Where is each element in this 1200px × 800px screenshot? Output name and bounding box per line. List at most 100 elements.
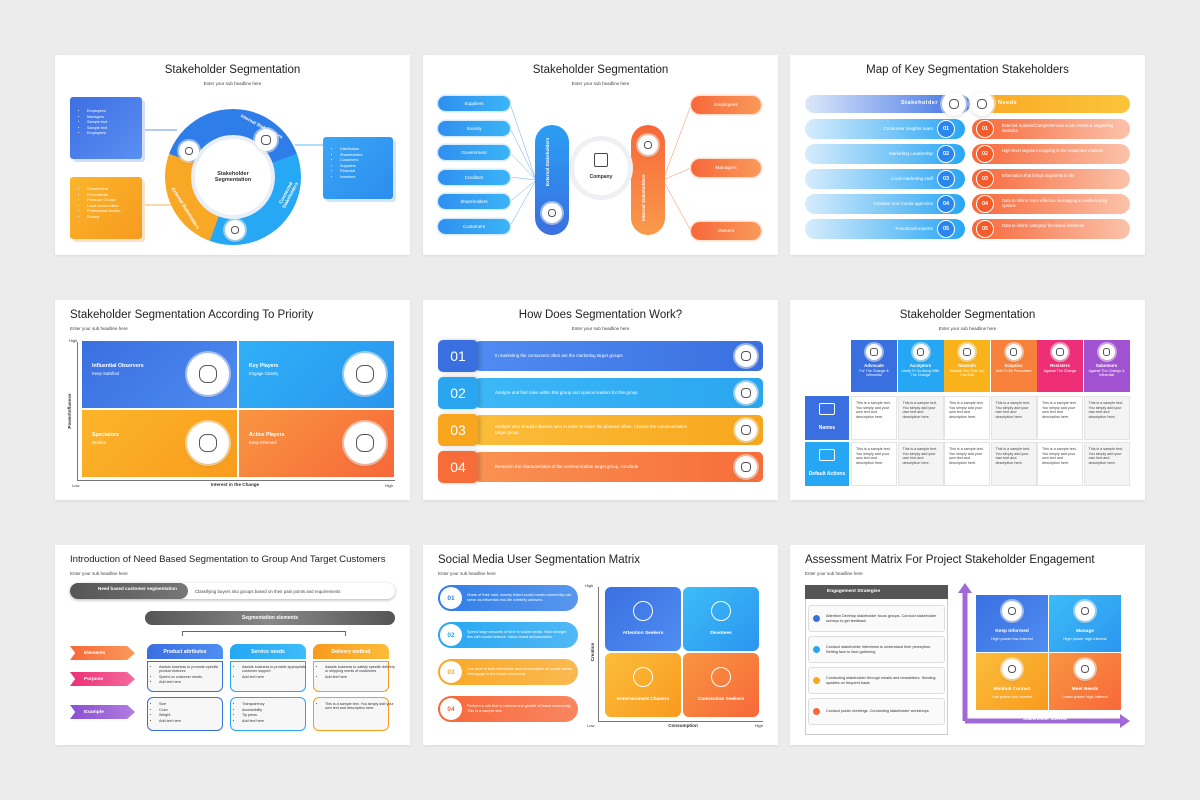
step-bar <box>475 415 763 445</box>
icon <box>959 344 975 360</box>
column-desc: Against The Change <box>1043 369 1077 373</box>
strategy-text: Conduct stakeholder interviews to unders… <box>826 644 932 654</box>
cell-list: Assists business to promote specific pro… <box>152 665 229 686</box>
icon <box>735 456 757 478</box>
quadrant-icon <box>711 601 731 621</box>
icon <box>735 382 757 404</box>
quadrant-desc: Keep Satisfied <box>92 371 120 376</box>
row-icon <box>819 449 835 461</box>
column-header: Saboteurs Against The Change & Influentia… <box>1083 340 1130 392</box>
quadrant-name: Keep Informed <box>995 629 1029 634</box>
slide-subtitle: Enter your sub headline here <box>70 326 128 331</box>
quadrant: Attention Seekers <box>605 587 681 651</box>
cell: TransparencyAccessibilityTip pressAdd te… <box>230 697 306 731</box>
row-arrow: Purpose <box>70 672 135 686</box>
row-number: 03 <box>976 170 994 188</box>
pill-label: External Stakeholders <box>545 137 550 187</box>
quadrant: Keep Informed High power low interest <box>976 595 1048 652</box>
info-box: DistributorsShareholdersCustomersSupplie… <box>323 137 393 199</box>
quadrant-desc: Keep Informed <box>249 440 277 445</box>
quadrant: Influential Observers Keep Satisfied <box>82 341 237 408</box>
quadrant-name: Active Players <box>249 432 285 438</box>
column-header: Acceptors Likely To Go Along With The Cha… <box>897 340 944 392</box>
stakeholder-list: Government Press/MediaPressure Groups Loca… <box>80 187 147 220</box>
step-text: Analyze who should influence who in orde… <box>495 424 688 435</box>
table-cell: This is a sample text. You simply add yo… <box>944 396 990 440</box>
icon <box>179 141 199 161</box>
icon <box>187 353 229 395</box>
column-header: Delivery method <box>313 644 389 659</box>
row-number: 04 <box>937 195 955 213</box>
quadrant-desc: Engage Closely <box>249 371 279 376</box>
header-bar: Stakeholder <box>805 95 970 113</box>
icon <box>1002 601 1022 621</box>
strategy-text: Conducting stakeholder through emails an… <box>826 675 936 685</box>
list-item: Employees <box>87 131 147 135</box>
row-number: 01 <box>976 120 994 138</box>
icon <box>866 344 882 360</box>
company-circle: Company <box>574 141 628 195</box>
list-item: This is a sample text. You simply add yo… <box>325 702 395 710</box>
axis-title: Interest in the Change <box>210 482 260 487</box>
banner: Need based customer segmentation <box>70 583 188 599</box>
list-item: Local communities <box>87 204 147 208</box>
column-name: Advocate <box>864 363 884 368</box>
table-cell: This is a sample text. You simply add yo… <box>1083 396 1130 440</box>
item-number: 01 <box>440 587 462 609</box>
stakeholder-pill: Government <box>438 145 510 160</box>
list-item: Tip press <box>242 713 312 717</box>
icon <box>1098 344 1115 360</box>
slide-subtitle: Enter your sub headline here <box>70 571 128 576</box>
column-desc: For The Change & Influential <box>859 369 889 378</box>
slide-title: Introduction of Need Based Segmentation … <box>70 554 386 565</box>
slide-subtitle: Enter your sub headline here <box>571 326 630 331</box>
strategy-dot <box>813 615 820 622</box>
quadrant-desc: Low power low interest <box>991 694 1033 699</box>
list-item: Add text here <box>325 675 395 679</box>
quadrant: Spectators Monitor <box>82 410 237 477</box>
pill-label: Internal Stakeholders <box>641 174 646 221</box>
list-item: Sample text <box>87 126 147 130</box>
column-name: Sceptics <box>1004 363 1023 368</box>
slide: Stakeholder Segmentation Enter your sub h… <box>55 55 410 255</box>
axis-title: Stakeholder interest <box>1022 715 1068 721</box>
strategy-dot <box>813 677 820 684</box>
column-header: Product attributes <box>147 644 223 659</box>
slide-title: Stakeholder Segmentation According To Pr… <box>70 309 314 321</box>
list-item: Size <box>159 702 229 706</box>
needs-row: Information that brings segments to life <box>972 169 1130 189</box>
panel-header: Engagement Strategies <box>805 585 948 599</box>
icon <box>1002 659 1022 679</box>
quadrant-name: Minimal Contact <box>993 687 1031 692</box>
list-item: Investors <box>340 175 398 179</box>
list-item: Society <box>87 215 147 219</box>
strategy-row <box>808 667 945 694</box>
quadrant-icon <box>711 667 731 687</box>
table-cell: This is a sample text. You simply add yo… <box>897 396 944 440</box>
table-cell: This is a sample text. You simply add yo… <box>897 442 944 486</box>
elements-bar: Segmentation elements <box>145 611 395 625</box>
step-text: Analyze and find roles within this group… <box>495 390 638 396</box>
needs-row: External Subsets/Comprehensive scale res… <box>972 119 1130 139</box>
quadrant-name: Devotees <box>710 630 732 636</box>
slide-subtitle: Enter your sub headline here <box>203 81 262 86</box>
axis-title: Power/Influence <box>67 393 72 429</box>
stakeholder-pill: Suppliers <box>438 96 510 111</box>
item-text: Spend large amounts of time in social me… <box>467 630 567 639</box>
connector <box>662 179 692 232</box>
connector <box>509 179 537 227</box>
item-text: Perform a role that is minimal and growt… <box>467 704 572 713</box>
slide-title: Stakeholder Segmentation <box>532 64 669 76</box>
slide: Introduction of Need Based Segmentation … <box>55 545 410 745</box>
column-name: Saboteurs <box>1095 363 1118 368</box>
connectors <box>958 583 1130 728</box>
slide-title: Social Media User Segmentation Matrix <box>438 554 640 566</box>
stakeholder-pill: Owners <box>691 222 761 240</box>
stakeholder-row: Functional experts <box>805 219 965 239</box>
axis-label: High <box>754 723 763 728</box>
icon <box>344 422 386 464</box>
slide-subtitle: Enter your sub headline here <box>438 571 496 576</box>
connector <box>662 167 692 181</box>
slide: Map of Key Segmentation Stakeholders Stak… <box>790 55 1145 255</box>
